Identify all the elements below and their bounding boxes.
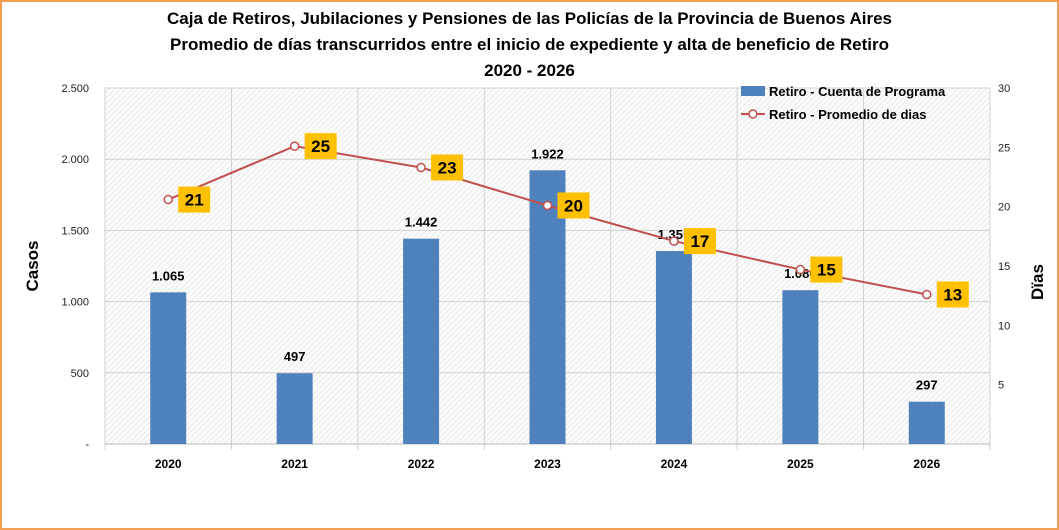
- line-point: [922, 289, 932, 300]
- line-data-label: 15: [817, 261, 836, 280]
- line-point: [542, 200, 553, 211]
- bar-data-label: 497: [284, 349, 306, 364]
- y-tick-label: -: [85, 439, 89, 451]
- chart-title-line2: Promedio de días transcurridos entre el …: [170, 35, 889, 54]
- bar-data-label: 1.922: [531, 146, 564, 161]
- bar-data-label: 297: [916, 378, 938, 393]
- bar: [655, 251, 692, 444]
- bar: [276, 373, 313, 444]
- x-tick-label: 2023: [534, 457, 561, 471]
- bar: [908, 401, 945, 444]
- y-tick-label: 500: [71, 368, 89, 380]
- y-tick-label: 1.500: [61, 225, 89, 237]
- y2-tick-label: 5: [998, 380, 1004, 392]
- line-data-label: 17: [690, 232, 709, 251]
- bar: [150, 292, 187, 444]
- line-data-label-box: [304, 133, 337, 160]
- y2-tick-label: 15: [998, 261, 1010, 273]
- y2-tick-label: 20: [998, 202, 1010, 214]
- line-point: [163, 194, 173, 205]
- line-data-label-box: [810, 256, 843, 283]
- x-tick-label: 2026: [913, 457, 940, 471]
- chart-title-line1: Caja de Retiros, Jubilaciones y Pensione…: [167, 9, 892, 28]
- bar: [403, 238, 440, 444]
- line-point: [669, 236, 679, 246]
- bar: [782, 290, 819, 444]
- y-axis-title: Casos: [23, 240, 42, 291]
- line-data-label: 13: [943, 285, 962, 304]
- line-data-label-box: [936, 281, 969, 308]
- line-data-label-box: [683, 228, 716, 255]
- legend-label: Retiro - Promedio de dias: [769, 107, 926, 122]
- chart-title-line3: 2020 - 2026: [484, 61, 575, 80]
- line-data-label-box: [431, 154, 464, 181]
- x-tick-label: 2025: [787, 457, 814, 471]
- line-data-label: 23: [438, 159, 457, 178]
- y-tick-label: 2.000: [61, 154, 89, 166]
- x-tick-label: 2022: [408, 457, 435, 471]
- y2-tick-label: 25: [998, 142, 1010, 154]
- x-tick-label: 2020: [155, 457, 182, 471]
- y2-tick-label: 30: [998, 83, 1010, 95]
- legend-label: Retiro - Cuenta de Programa: [769, 84, 946, 99]
- line-point: [795, 264, 806, 275]
- bar-data-label: 1.442: [405, 215, 438, 230]
- y2-tick-label: 10: [998, 320, 1010, 332]
- y2-axis-title: Dïas: [1028, 264, 1047, 300]
- y-tick-label: 2.500: [61, 83, 89, 95]
- bar-data-label: 1.065: [152, 268, 185, 283]
- line-data-label: 21: [185, 191, 204, 210]
- line-data-label-box: [557, 192, 590, 219]
- legend-line-marker: [748, 109, 758, 119]
- legend-bar-swatch: [741, 86, 765, 96]
- line-data-label-box: [178, 186, 211, 213]
- x-tick-label: 2024: [661, 457, 688, 471]
- line-point: [416, 162, 426, 173]
- line-data-label: 20: [564, 196, 583, 215]
- x-tick-label: 2021: [281, 457, 308, 471]
- y-tick-label: 1.000: [61, 297, 89, 309]
- line-point: [289, 141, 300, 151]
- line-data-label: 25: [311, 137, 330, 156]
